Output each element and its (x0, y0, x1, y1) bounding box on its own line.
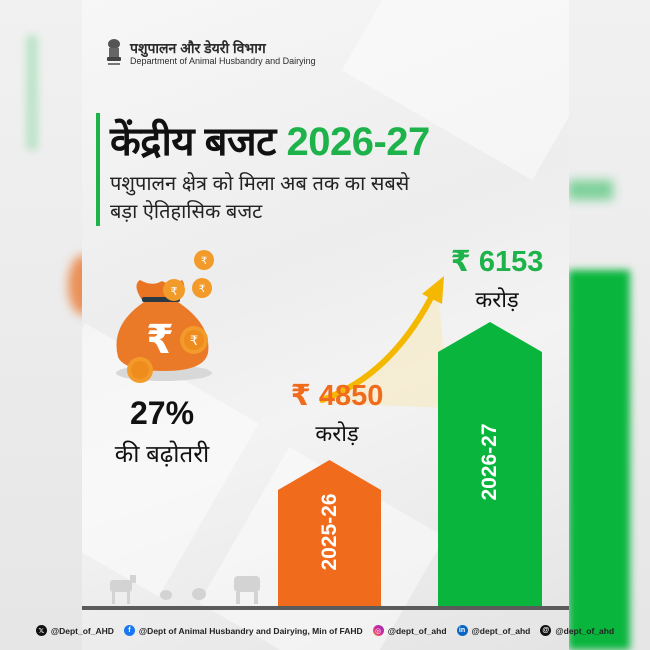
social-handle: @dept_of_ahd (387, 625, 447, 636)
department-name-hindi: पशुपालन और डेयरी विभाग (130, 39, 266, 56)
svg-text:₹: ₹ (146, 317, 174, 363)
facebook-icon: f (123, 625, 135, 636)
bar-label: 2025-26 (318, 493, 341, 571)
growth-label: की बढ़ोतरी (114, 441, 210, 468)
bar-unit-2026-27: करोड़ (475, 287, 519, 312)
social-instagram[interactable]: ◎ @dept_of_ahd (372, 625, 447, 636)
chart-baseline (82, 606, 569, 610)
bar-value-2026-27: ₹ 6153 (450, 246, 544, 278)
svg-text:₹: ₹ (199, 284, 205, 295)
bar-unit-2025-26: करोड़ (315, 421, 359, 446)
blurred-left-margin (0, 0, 98, 650)
department-logo: पशुपालन और डेयरी विभाग Department of Ani… (104, 38, 316, 68)
linkedin-icon: in (456, 625, 468, 636)
bar-label: 2026-27 (478, 423, 501, 501)
page-title: केंद्रीय बजट 2026-27 (110, 112, 430, 167)
money-bag-icon: ₹ ₹ ₹ ₹ ₹ (116, 250, 214, 383)
social-facebook[interactable]: f @Dept of Animal Husbandry and Dairying… (123, 625, 363, 636)
subtitle-line-1: पशुपालन क्षेत्र को मिला अब तक का सबसे (110, 173, 410, 195)
svg-text:₹: ₹ (171, 285, 178, 298)
blurred-right-margin (568, 0, 650, 650)
svg-text:₹: ₹ (201, 256, 207, 267)
social-footer: 𝕏 @Dept_of_AHD f @Dept of Animal Husband… (0, 625, 650, 636)
x-icon: 𝕏 (35, 625, 47, 636)
social-handle: @Dept of Animal Husbandry and Dairying, … (138, 625, 363, 636)
title-year: 2026-27 (286, 120, 430, 164)
instagram-icon: ◎ (372, 625, 384, 636)
growth-arrow-icon (320, 276, 450, 408)
subtitle-line-2: बड़ा ऐतिहासिक बजट (110, 201, 263, 223)
social-linkedin[interactable]: in @dept_of_ahd (456, 625, 531, 636)
bar-2025-26: 2025-26 (278, 460, 381, 610)
budget-poster: पशुपालन और डेयरी विभाग Department of Ani… (82, 0, 569, 650)
blur-accent (568, 180, 613, 200)
department-name-english: Department of Animal Husbandry and Dairy… (130, 55, 316, 66)
social-handle: @dept_of_ahd (471, 625, 531, 636)
social-handle: @dept_of_ahd (555, 625, 615, 636)
blur-accent (568, 270, 630, 650)
bar-2026-27: 2026-27 (438, 322, 542, 610)
social-handle: @Dept_of_AHD (50, 625, 114, 636)
bar-value-2025-26: ₹ 4850 (290, 380, 384, 412)
growth-percent: 27% (129, 395, 195, 431)
subtitle: पशुपालन क्षेत्र को मिला अब तक का सबसे बड… (110, 170, 409, 226)
title-accent-bar (96, 113, 100, 226)
title-main: केंद्रीय बजट (110, 120, 276, 164)
social-threads[interactable]: @ @dept_of_ahd (540, 625, 614, 636)
svg-text:₹: ₹ (190, 334, 198, 349)
threads-icon: @ (540, 625, 552, 636)
blur-accent (26, 35, 38, 150)
national-emblem-icon (107, 39, 121, 65)
livestock-silhouettes-icon (110, 575, 260, 604)
social-x[interactable]: 𝕏 @Dept_of_AHD (35, 625, 114, 636)
